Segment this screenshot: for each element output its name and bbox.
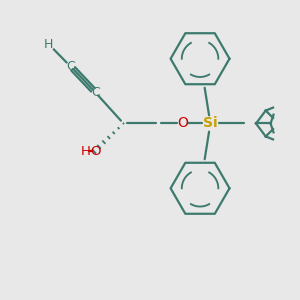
Text: H: H — [44, 38, 53, 50]
Text: C: C — [91, 86, 100, 99]
Text: H: H — [81, 145, 91, 158]
Text: Si: Si — [203, 116, 218, 130]
Text: O: O — [90, 145, 101, 158]
Text: C: C — [66, 60, 75, 73]
Text: O: O — [177, 116, 188, 130]
